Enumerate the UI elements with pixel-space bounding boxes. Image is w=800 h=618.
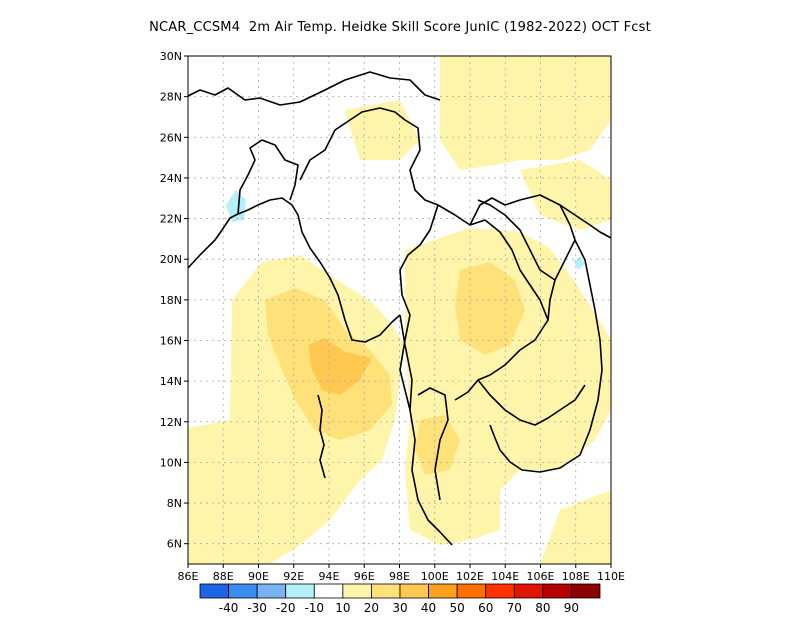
coastlines	[187, 71, 612, 546]
coastline-myanmar-islands	[317, 394, 326, 479]
gridlines	[187, 55, 612, 564]
colorbar-label-10: 10	[335, 601, 350, 615]
lat-label-30N: 30N	[160, 50, 182, 63]
shading-10-20-east-upper	[520, 160, 611, 230]
lon-label-110E: 110E	[597, 570, 625, 583]
lat-label-12N: 12N	[160, 416, 182, 429]
shading-10-20-south-east	[540, 490, 611, 564]
coastline-west	[187, 71, 441, 106]
lon-label-102E: 102E	[456, 570, 484, 583]
colorbar: -40 -30 -20 -10 10 20 30 40 50 60 70 80 90	[199, 583, 601, 615]
shading-20-30-indochina	[455, 262, 525, 355]
lat-label-18N: 18N	[160, 294, 182, 307]
colorbar-label--30: -30	[247, 601, 267, 615]
lon-label-88E: 88E	[213, 570, 234, 583]
border-cambodia	[477, 379, 586, 426]
colorbar-label--20: -20	[276, 601, 296, 615]
lon-label-96E: 96E	[354, 570, 375, 583]
shading-10-20-west	[188, 255, 405, 564]
lat-label-10N: 10N	[160, 456, 182, 469]
colorbar-label-40: 40	[421, 601, 436, 615]
lon-tick-labels: 86E 88E 90E 92E 94E 96E 98E 100E 102E 104E 106E 108…	[178, 564, 625, 583]
colorbar-label--10: -10	[304, 601, 324, 615]
lon-label-90E: 90E	[248, 570, 269, 583]
border-bangladesh	[237, 139, 299, 215]
colorbar-swatch-3	[285, 583, 315, 599]
lat-tick-labels: 6N 8N 10N 12N 14N 16N 18N 20N 22N 24N 26N 28N 30N	[160, 50, 188, 551]
lon-label-106E: 106E	[527, 570, 555, 583]
shading-10-20-north	[440, 56, 611, 170]
lat-label-16N: 16N	[160, 334, 182, 347]
colorbar-swatch-13	[571, 583, 601, 599]
border-thailand-east	[437, 204, 549, 401]
border-myanmar-north	[299, 107, 439, 206]
colorbar-swatch-10	[485, 583, 515, 599]
coastline-gulf-thailand	[417, 387, 449, 501]
lon-label-94E: 94E	[319, 570, 340, 583]
lon-label-104E: 104E	[491, 570, 519, 583]
colorbar-label-70: 70	[507, 601, 522, 615]
colorbar-label-60: 60	[478, 601, 493, 615]
lat-label-20N: 20N	[160, 253, 182, 266]
colorbar-label-50: 50	[450, 601, 465, 615]
lat-label-14N: 14N	[160, 375, 182, 388]
shading-20-30-gulf	[415, 415, 460, 475]
lat-label-8N: 8N	[167, 497, 182, 510]
colorbar-swatch-12	[542, 583, 572, 599]
colorbar-swatch-6	[371, 583, 401, 599]
lon-label-92E: 92E	[283, 570, 304, 583]
colorbar-label-90: 90	[564, 601, 579, 615]
lon-label-98E: 98E	[389, 570, 410, 583]
coastline-china-south	[477, 199, 556, 281]
map-frame	[187, 55, 612, 565]
shading-neg-bangladesh	[226, 190, 246, 222]
colorbar-swatch-9	[456, 583, 487, 599]
border-myanmar-east	[399, 204, 439, 411]
colorbar-label-30: 30	[392, 601, 407, 615]
map-panel: 86E 88E 90E 92E 94E 96E 98E 100E 102E 104E 106E 108…	[160, 50, 625, 583]
shading-neg-vietnam	[574, 256, 585, 270]
lat-label-6N: 6N	[167, 538, 182, 551]
lon-label-100E: 100E	[421, 570, 449, 583]
lon-label-86E: 86E	[178, 570, 199, 583]
shading-10-20-north-mid	[345, 100, 420, 160]
colorbar-label--40: -40	[219, 601, 239, 615]
colorbar-swatch-7	[399, 583, 429, 599]
skill-shading	[188, 56, 611, 564]
lat-label-26N: 26N	[160, 131, 182, 144]
colorbar-swatch-2	[256, 583, 287, 599]
lat-label-22N: 22N	[160, 213, 182, 226]
colorbar-swatch-5	[342, 583, 372, 599]
colorbar-label-20: 20	[364, 601, 379, 615]
lat-label-28N: 28N	[160, 91, 182, 104]
colorbar-label-80: 80	[535, 601, 550, 615]
map-title: NCAR_CCSM4 2m Air Temp. Heidke Skill Sco…	[149, 20, 651, 35]
lat-label-24N: 24N	[160, 172, 182, 185]
colorbar-swatch-8	[428, 583, 458, 599]
lon-label-108E: 108E	[562, 570, 590, 583]
colorbar-swatch-4	[313, 583, 344, 599]
colorbar-swatch-0	[199, 583, 229, 599]
colorbar-swatch-11	[513, 583, 544, 599]
coastline-bay-north	[187, 197, 401, 343]
coastline-vietnam	[489, 204, 612, 473]
coastline-thai-peninsula	[399, 314, 453, 546]
colorbar-swatch-1	[228, 583, 258, 599]
